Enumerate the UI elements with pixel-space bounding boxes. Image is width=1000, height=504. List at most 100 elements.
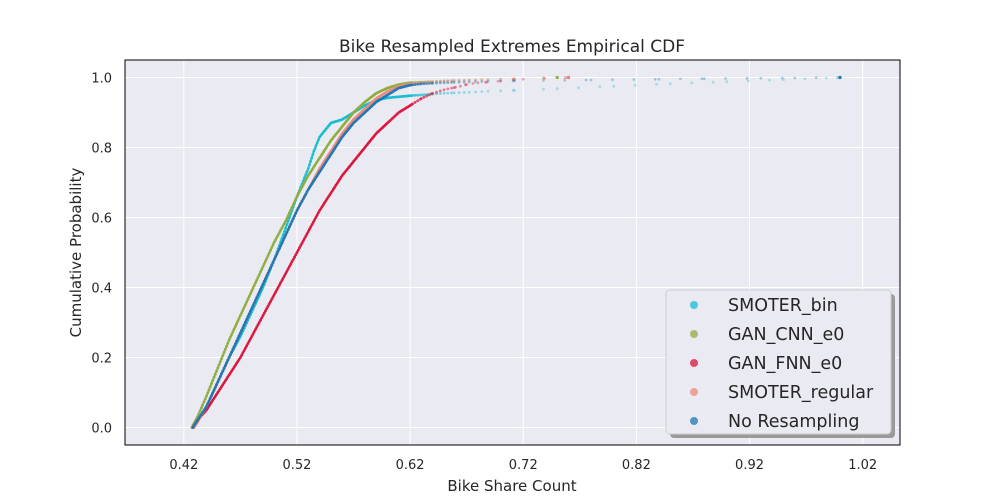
data-point [216, 366, 220, 370]
data-point [264, 259, 267, 263]
data-point [438, 81, 442, 85]
data-point [245, 318, 249, 321]
data-point [298, 204, 301, 208]
data-point [416, 82, 420, 86]
data-point [237, 334, 241, 338]
data-point [244, 303, 247, 306]
data-point [296, 206, 300, 210]
data-point [768, 78, 771, 82]
data-point [276, 286, 280, 289]
data-point [285, 269, 289, 273]
data-point [462, 91, 466, 94]
data-point [457, 79, 461, 82]
chart-title: Bike Resampled Extremes Empirical CDF [339, 37, 685, 57]
data-point [226, 341, 230, 345]
data-point [295, 251, 299, 254]
data-point [265, 274, 269, 278]
data-point [251, 332, 255, 336]
legend-marker [690, 417, 698, 425]
data-point [271, 295, 275, 299]
data-point [452, 91, 456, 95]
data-point [485, 80, 489, 84]
data-point [266, 304, 270, 308]
data-point [249, 292, 252, 296]
data-point [266, 271, 270, 275]
data-point [226, 358, 230, 362]
data-point [228, 353, 232, 357]
data-point [838, 75, 842, 80]
data-point [242, 305, 246, 309]
data-point [251, 304, 255, 308]
data-point [240, 328, 244, 332]
data-point [286, 228, 290, 232]
data-point [241, 351, 245, 355]
data-point [611, 78, 614, 82]
data-point [207, 388, 211, 392]
data-point [276, 233, 280, 237]
data-point [308, 186, 311, 190]
data-point [212, 388, 216, 392]
data-point [304, 178, 308, 182]
data-point [267, 251, 271, 255]
data-point [196, 419, 199, 422]
data-point [286, 267, 290, 271]
data-point [215, 383, 218, 387]
data-point [274, 238, 277, 242]
data-point [459, 84, 462, 88]
data-point [452, 86, 456, 89]
data-point [236, 337, 240, 340]
data-point [450, 79, 453, 83]
data-point [612, 84, 616, 88]
data-point [230, 333, 234, 336]
data-point [246, 297, 250, 301]
data-point [274, 255, 277, 259]
data-point [308, 163, 311, 167]
data-point [746, 79, 750, 83]
data-point [513, 88, 516, 92]
data-point [305, 170, 309, 174]
data-point [251, 286, 255, 290]
data-point [511, 78, 515, 82]
data-point [256, 276, 260, 279]
data-point [236, 319, 240, 323]
series-group [190, 75, 559, 429]
data-point [240, 353, 244, 357]
data-point [745, 76, 749, 80]
data-point [278, 231, 281, 235]
data-point [303, 181, 306, 184]
data-point [780, 76, 784, 80]
data-point [267, 302, 271, 306]
y-axis-label: Cumulative Probability [67, 168, 85, 338]
data-point [210, 394, 213, 397]
data-point [511, 79, 515, 83]
data-point [700, 77, 704, 80]
data-point [283, 236, 286, 240]
data-point [216, 380, 220, 384]
data-point [264, 277, 267, 280]
data-point [555, 75, 559, 80]
data-point [244, 320, 247, 324]
data-point [202, 400, 206, 404]
data-point [293, 255, 296, 259]
data-point [335, 181, 339, 185]
data-point [227, 338, 231, 342]
data-point [422, 82, 426, 86]
data-point [269, 300, 272, 303]
data-point [288, 265, 291, 268]
data-point [260, 267, 264, 271]
data-point [315, 213, 319, 217]
data-point [291, 217, 295, 221]
data-point [486, 78, 490, 81]
data-point [589, 78, 593, 82]
data-point [220, 357, 223, 361]
data-point [452, 79, 456, 83]
data-point [462, 79, 466, 82]
data-point [446, 91, 450, 95]
data-point [296, 248, 300, 252]
data-point [247, 312, 251, 316]
data-point [284, 272, 288, 275]
data-point [211, 391, 215, 395]
data-point [286, 219, 290, 223]
data-point [450, 79, 453, 83]
data-point [564, 76, 568, 79]
